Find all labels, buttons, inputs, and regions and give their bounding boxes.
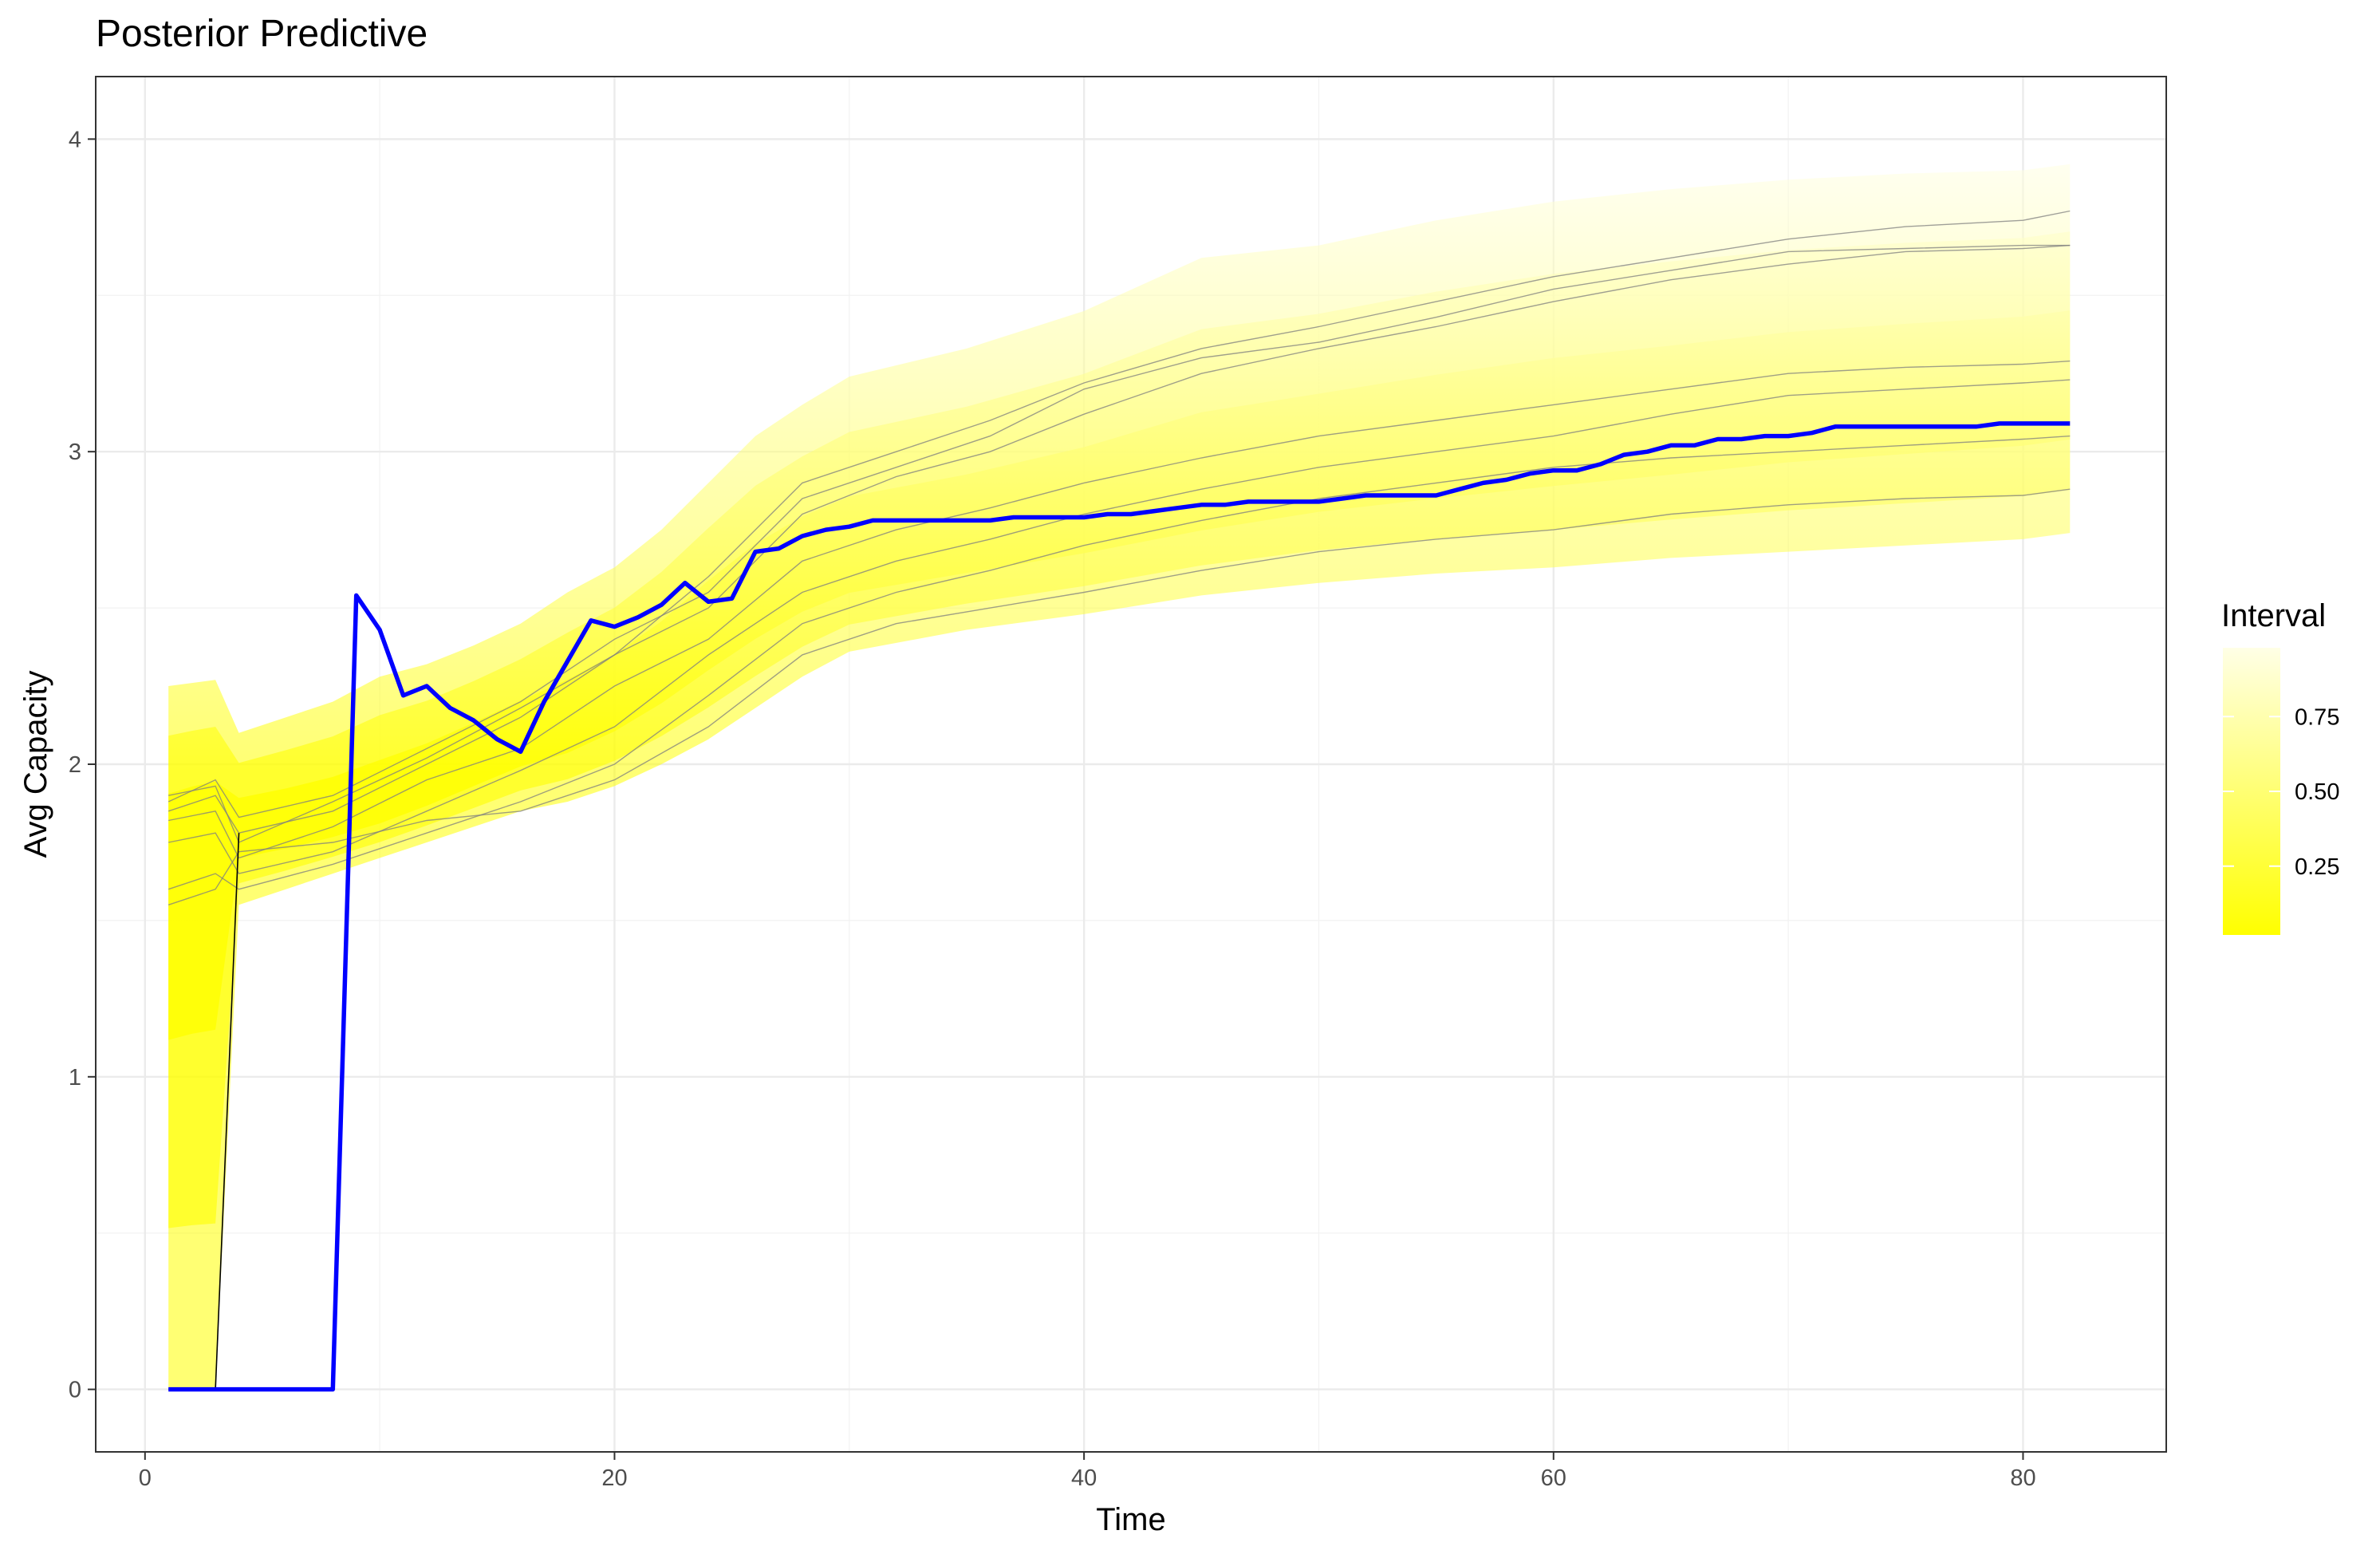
posterior-draw-line-1	[167, 210, 2071, 834]
y-axis: 0 1 2 3 4	[69, 127, 96, 1403]
posterior-draw-line-4	[168, 360, 2071, 859]
observed-line	[168, 421, 2071, 1392]
legend-tick-label: 0.25	[2295, 854, 2339, 880]
x-axis-title: Time	[1096, 1502, 1165, 1537]
legend-tick-label: 0.50	[2295, 779, 2339, 805]
plot-panel	[95, 76, 2167, 1453]
x-tick-label: 40	[1071, 1465, 1097, 1491]
y-axis-title: Avg Capacity	[18, 671, 53, 858]
y-tick-label: 0	[69, 1378, 81, 1403]
legend-title: Interval	[2221, 598, 2326, 633]
posterior-draw-line-3	[168, 244, 2071, 843]
legend-ticks: 0.25 0.50 0.75	[2223, 704, 2339, 880]
chart-title: Posterior Predictive	[96, 13, 428, 55]
posterior-draw-line-6	[167, 435, 2071, 890]
x-tick-label: 60	[1541, 1465, 1566, 1491]
y-tick-label: 3	[69, 440, 81, 465]
x-tick-label: 0	[139, 1465, 152, 1491]
x-tick-label: 20	[601, 1465, 627, 1491]
x-tick-label: 80	[2010, 1465, 2035, 1491]
legend: Interval 0.25 0.50 0.75	[2221, 598, 2339, 935]
posterior-draw-line-5	[168, 379, 2071, 874]
posterior-draw-line-7	[167, 488, 2071, 905]
observed-series	[168, 421, 2071, 1392]
draw-ramp-line	[215, 833, 240, 1390]
x-axis: 0 20 40 60 80	[139, 1452, 2036, 1491]
posterior-draw-line-2	[167, 244, 2071, 818]
posterior-draw-lines	[167, 210, 2071, 1390]
y-tick-label: 1	[69, 1065, 81, 1091]
y-tick-label: 4	[69, 127, 81, 152]
predictive-interval-band	[168, 164, 2071, 1390]
interval-ribbon-inner	[168, 310, 2071, 1040]
legend-tick-label: 0.75	[2295, 704, 2339, 730]
y-tick-label: 2	[69, 752, 81, 778]
